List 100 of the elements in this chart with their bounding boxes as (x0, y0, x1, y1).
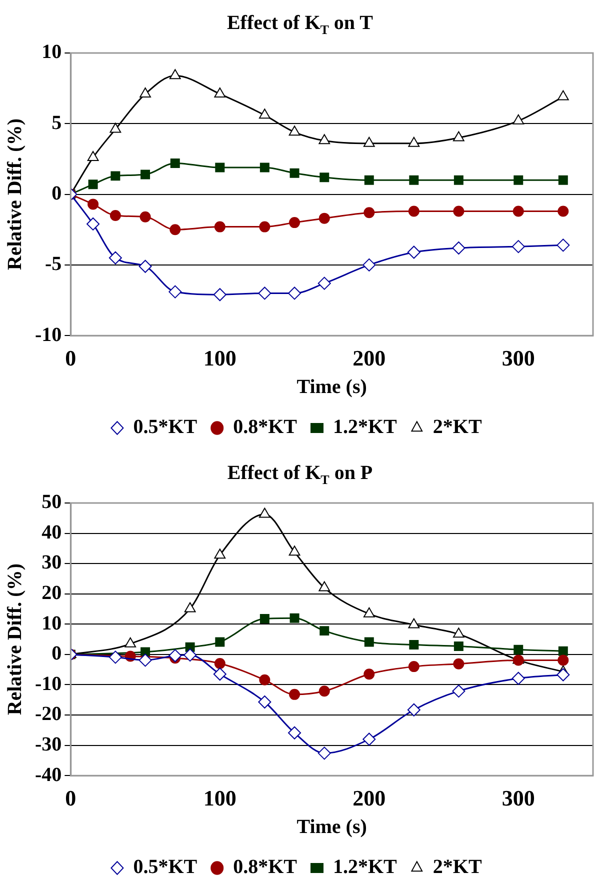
point (362, 258, 376, 272)
x-axis-title: Time (s) (296, 376, 367, 398)
point (454, 175, 464, 185)
point (364, 637, 374, 647)
point (170, 224, 181, 236)
point (260, 162, 270, 172)
legend-label: 2*KT (432, 416, 482, 438)
point (215, 637, 225, 647)
point (364, 207, 375, 218)
point (512, 114, 524, 124)
point (556, 668, 570, 682)
point (558, 646, 568, 656)
y-tick-label: 0 (52, 642, 62, 665)
legend-label: 0.8*KT (233, 416, 298, 438)
y-tick-label: 40 (42, 521, 62, 544)
point (452, 131, 464, 142)
point (168, 285, 182, 298)
y-tick-label: -5 (44, 253, 62, 276)
point (288, 286, 302, 300)
point (453, 658, 464, 670)
point (452, 684, 466, 698)
legend-label: 0.5*KT (133, 856, 198, 878)
x-tick-label: 100 (203, 785, 236, 810)
y-tick-label: -30 (34, 733, 62, 756)
point (290, 168, 300, 178)
point (138, 260, 152, 273)
point (288, 126, 300, 136)
point (169, 69, 181, 80)
point (110, 210, 121, 221)
point (108, 251, 122, 264)
point (320, 626, 330, 636)
point (214, 658, 226, 670)
point (170, 158, 180, 168)
point (364, 175, 374, 185)
point (558, 175, 568, 185)
point (88, 180, 98, 190)
point (259, 221, 270, 232)
y-axis-title: Relative Diff. (%) (4, 563, 26, 716)
point (258, 696, 272, 708)
point (215, 162, 225, 172)
point (364, 668, 375, 680)
y-tick-label: 0 (52, 182, 62, 204)
y-tick-label: 30 (42, 552, 62, 574)
x-tick-label: 200 (352, 345, 386, 370)
point (140, 211, 151, 222)
point (409, 175, 419, 185)
y-tick-label: 20 (42, 582, 62, 604)
point (318, 581, 330, 592)
point (318, 134, 330, 144)
point (258, 508, 270, 518)
point (452, 628, 464, 638)
point (258, 108, 270, 119)
point (184, 648, 197, 662)
point (289, 217, 300, 228)
legend-label: 0.5*KT (133, 416, 198, 438)
y-axis-title: Relative Diff. (%) (4, 118, 26, 270)
point (213, 288, 226, 302)
y-tick-label: 10 (42, 612, 62, 634)
y-tick-label: 50 (42, 491, 62, 514)
point (363, 136, 375, 147)
point (556, 238, 570, 252)
x-tick-label: 200 (352, 785, 386, 810)
x-tick-label: 300 (502, 785, 535, 810)
y-tick-label: -10 (34, 324, 62, 346)
point (318, 212, 330, 224)
point (452, 241, 466, 254)
point (86, 217, 100, 230)
point (184, 602, 196, 612)
chart-title: Effect of K$_{T}$ on P (226, 461, 374, 488)
point (558, 206, 569, 217)
point (362, 732, 376, 746)
point (214, 87, 226, 98)
y-tick-label: -10 (34, 672, 62, 695)
point (288, 726, 302, 740)
point (454, 642, 464, 652)
point (140, 87, 151, 98)
x-axis-title: Time (s) (296, 816, 367, 838)
point (512, 206, 524, 217)
x-tick-label: 100 (203, 345, 236, 370)
point (168, 649, 182, 662)
point (213, 668, 226, 681)
y-tick-label: -40 (34, 764, 62, 786)
point (124, 637, 136, 648)
point (288, 546, 300, 556)
y-tick-label: -20 (34, 703, 62, 726)
point (140, 170, 150, 180)
y-tick-label: 5 (52, 112, 62, 134)
point (320, 172, 330, 182)
point (407, 246, 420, 259)
point (289, 688, 300, 700)
point (87, 151, 99, 162)
point (318, 276, 331, 290)
point (290, 613, 300, 623)
point (214, 221, 226, 232)
x-tick-label: 300 (502, 345, 535, 370)
legend-label: 1.2*KT (333, 856, 398, 878)
point (512, 672, 525, 685)
chart-title: Effect of K$_{T}$ on T (226, 11, 374, 38)
point (88, 198, 99, 210)
point (408, 661, 420, 672)
